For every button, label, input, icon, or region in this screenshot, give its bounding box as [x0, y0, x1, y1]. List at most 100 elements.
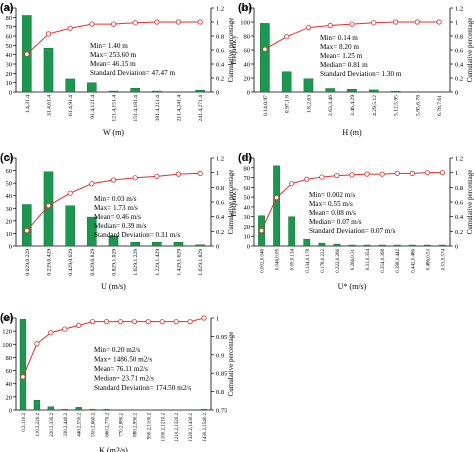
stat-line: Standard Deviation= 47.47 m — [90, 69, 176, 77]
y2-axis-label: Cumulative percentage — [466, 18, 474, 83]
bar — [195, 89, 205, 93]
y-tick-label: 20 — [244, 224, 251, 231]
y-tick-label: 40 — [6, 193, 13, 200]
cumulative-point — [274, 195, 280, 201]
y2-tick-label: 0.8 — [455, 185, 463, 192]
cumulative-point — [48, 330, 54, 336]
x-tick-label: 31.4,61.4 — [47, 95, 53, 116]
x-tick-label: 6.78,7.61 — [437, 95, 443, 116]
stat-line: Max= 1486.50 m2/s — [94, 356, 152, 364]
y-tick-label: 20 — [6, 394, 13, 401]
bar — [303, 238, 311, 247]
y2-tick-label: 0.2 — [455, 229, 463, 236]
y2-tick-label: 0.4 — [216, 62, 225, 69]
x-tick-label: 0.429,0.629 — [68, 249, 74, 276]
x-tick-label: 880.2,990.2 — [133, 413, 138, 437]
cumulative-point — [371, 20, 377, 26]
y2-tick-label: 0.6 — [455, 48, 464, 55]
bar — [43, 47, 54, 93]
x-tick-label: 0.2,110.2 — [22, 413, 27, 432]
chart-panel-a: (a) 0 10 20 30 40 50 60 70 80 90 0 0.2 0.4 0.6 0.8 1 1.2 1… — [0, 2, 235, 137]
y-tick-label: 40 — [6, 52, 13, 59]
bar — [19, 319, 27, 411]
x-tick-label: 550.2,660.2 — [92, 413, 97, 437]
y-tick-label: 120 — [2, 329, 12, 336]
cumulative-point — [159, 319, 165, 325]
x-tick-label: 4.29,5.12 — [372, 95, 378, 116]
y2-tick-label: 0.9 — [216, 352, 224, 359]
bar — [348, 244, 356, 247]
y2-tick-label: 1 — [216, 170, 219, 177]
cumulative-point — [394, 170, 400, 176]
y-tick-label: 60 — [244, 185, 251, 192]
bar — [65, 205, 75, 247]
cumulative-point — [110, 177, 117, 183]
x-axis-label: U* (m/s) — [338, 282, 367, 291]
stat-line: Median= 0.81 m — [320, 61, 368, 69]
x-tick-label: 0.029,0.229 — [25, 249, 31, 276]
cumulative-point — [154, 19, 160, 25]
y-tick-label: 80 — [244, 165, 251, 172]
cumulative-point — [304, 176, 310, 182]
x-tick-label: 0.09,0.134 — [291, 249, 296, 271]
panel-label: (d) — [238, 152, 252, 164]
x-tick-label: 5.12,5.95 — [394, 95, 400, 116]
y2-tick-label: 0 — [455, 244, 458, 251]
y2-tick-label: 0.75 — [216, 408, 227, 415]
y2-tick-label: 0.6 — [216, 200, 225, 207]
y-tick-label: 20 — [6, 71, 13, 78]
y-tick-label: 70 — [6, 156, 13, 163]
stat-line: Mean= 1.25 m — [320, 52, 363, 60]
y-tick-label: 100 — [240, 20, 250, 27]
y2-tick-label: 0.8 — [216, 389, 224, 396]
cumulative-point — [289, 181, 295, 187]
bar — [22, 204, 32, 247]
x-tick-label: 0.178,0.222 — [321, 249, 326, 273]
y-tick-label: 50 — [244, 195, 251, 202]
cumulative-point — [20, 374, 26, 380]
bar — [273, 165, 280, 247]
bar — [288, 216, 296, 247]
cumulative-point — [90, 319, 96, 325]
y-tick-label: 0 — [247, 90, 250, 97]
stat-line: Median= 23.71 m2/s — [94, 375, 154, 383]
y-tick-label: 30 — [244, 214, 251, 221]
bar — [173, 242, 184, 247]
x-tick-label: 0.14,0.97 — [263, 95, 269, 116]
y2-tick-label: 1 — [216, 316, 219, 323]
x-tick-label: 0.53,0.574 — [441, 249, 446, 271]
bar — [103, 409, 110, 411]
stat-line: Min= 0.002 m/s — [309, 191, 355, 199]
bar — [325, 88, 335, 93]
panel-label: (e) — [0, 312, 14, 324]
x-tick-label: 1100.2,1210.2 — [161, 413, 166, 442]
bar — [108, 235, 119, 247]
x-tick-label: 0.486,0.53 — [426, 249, 431, 271]
cumulative-point — [436, 19, 442, 25]
y-tick-label: 50 — [6, 181, 13, 188]
x-tick-label: 91.4,121.4 — [90, 95, 96, 119]
y-tick-label: 60 — [6, 168, 13, 175]
x-tick-label: 1.629,1.829 — [198, 249, 204, 276]
x-tick-label: 0.829,1.029 — [112, 249, 118, 276]
y2-tick-label: 0.4 — [216, 214, 225, 221]
cumulative-point — [145, 319, 151, 325]
y2-tick-label: 0.95 — [216, 334, 227, 341]
stat-line: Max= 253.60 m — [90, 51, 137, 59]
y2-axis-label: Cumulative percentage — [227, 170, 235, 235]
bar — [130, 88, 140, 93]
bar — [369, 89, 379, 93]
y2-axis-label: Cumulative percentage — [227, 332, 235, 397]
chart-panel-e: (e) 0 20 40 60 80 100 120 140 0.75 0.8 0.85 0.9 0.95 1… — [0, 312, 235, 452]
y-tick-label: 0 — [9, 408, 12, 415]
x-tick-label: 181.4,211.4 — [155, 95, 161, 122]
stat-line: Min= 1.40 m — [90, 42, 128, 50]
y-tick-label: 60 — [6, 34, 13, 41]
y2-tick-label: 1.2 — [455, 6, 463, 13]
bar — [378, 244, 386, 247]
y-tick-label: 20 — [6, 218, 13, 225]
y-tick-label: 10 — [6, 231, 13, 238]
x-tick-label: 0.002,0.046 — [261, 249, 266, 273]
x-tick-label: 2.63,3.46 — [328, 95, 334, 116]
chart-panel-d: (d) 0 10 20 30 40 50 60 70 80 90 0 0.2 0.4 0.6 0.8 1 1.2 0… — [230, 152, 474, 291]
